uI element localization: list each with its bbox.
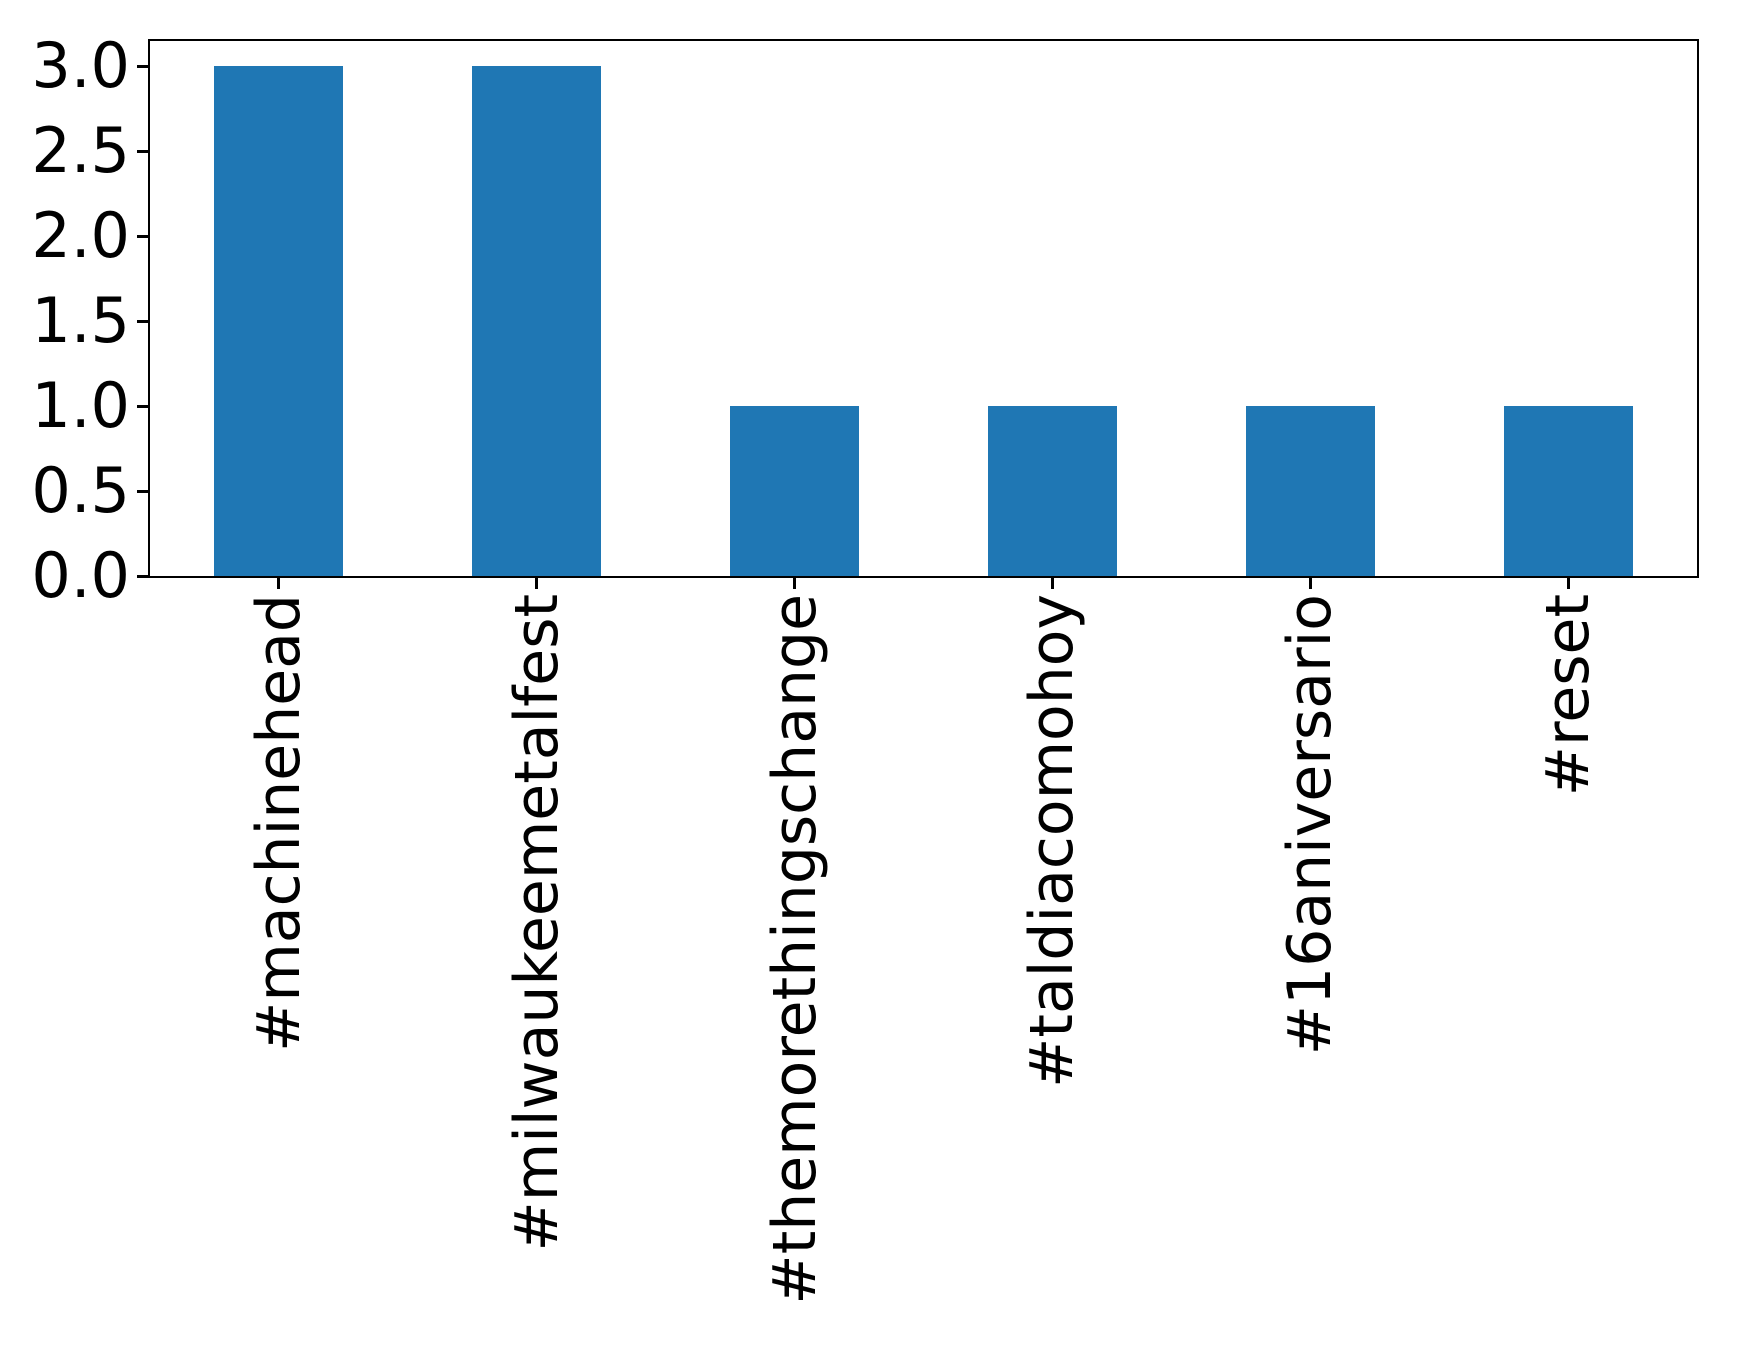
- x-axis-tick: [793, 578, 797, 589]
- x-tick-label: #milwaukeemetalfest: [501, 594, 572, 1252]
- y-tick-label: 1.0: [31, 369, 130, 443]
- x-tick-label: #machinehead: [243, 594, 314, 1052]
- x-tick-label: #themorethingschange: [759, 594, 830, 1305]
- y-tick-label: 2.0: [31, 199, 130, 273]
- y-tick-label: 1.5: [31, 284, 130, 358]
- x-axis-tick: [1566, 578, 1570, 589]
- bar: [1245, 406, 1375, 576]
- y-tick-label: 0.0: [31, 539, 130, 612]
- bar: [214, 66, 344, 576]
- y-tick-label: 0.5: [31, 454, 130, 528]
- y-axis-tick: [137, 64, 148, 68]
- y-axis-tick: [137, 574, 148, 578]
- y-axis-tick: [137, 319, 148, 323]
- y-tick-label: 2.5: [31, 114, 130, 188]
- y-axis-tick: [137, 234, 148, 238]
- bar: [472, 66, 602, 576]
- y-axis-tick: [137, 149, 148, 153]
- x-axis-tick: [1308, 578, 1312, 589]
- bar: [730, 406, 860, 576]
- x-axis-tick: [277, 578, 281, 589]
- x-tick-label: #taldiacomohoy: [1017, 594, 1088, 1088]
- y-axis-tick: [137, 404, 148, 408]
- y-tick-label: 3.0: [31, 29, 130, 103]
- x-tick-label: #reset: [1533, 594, 1604, 797]
- bar: [1503, 406, 1633, 576]
- bar: [987, 406, 1117, 576]
- x-axis-tick: [535, 578, 539, 589]
- plot-area: 0.0 0.5 1.0 1.5 2.0 2.5 3.0 #machinehead #milwau…: [31, 35, 1699, 1305]
- x-axis-tick: [1050, 578, 1054, 589]
- y-axis-tick: [137, 489, 148, 493]
- x-tick-label: #16aniversario: [1275, 594, 1346, 1056]
